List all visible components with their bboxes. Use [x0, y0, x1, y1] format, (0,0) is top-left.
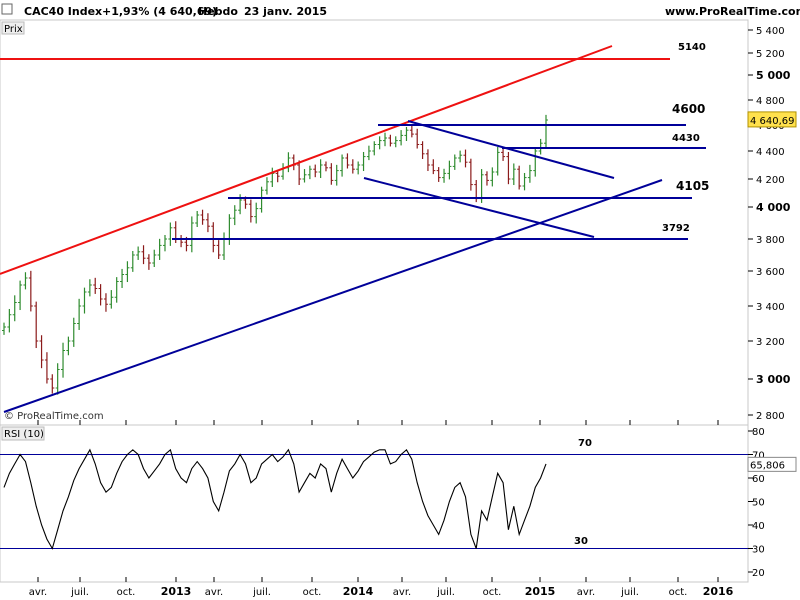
blue-triangle-upper-line: [407, 120, 615, 179]
x-tick-label: 2015: [525, 585, 556, 598]
x-tick-label: oct.: [669, 587, 688, 598]
rsi-y-tick-label: 70: [752, 451, 765, 462]
price-y-tick-label: 3 800: [756, 235, 785, 246]
rsi-y-tick-label: 30: [752, 545, 765, 556]
price-y-tick-label: 3 600: [756, 267, 785, 278]
copyright-text: © ProRealTime.com: [4, 411, 104, 422]
rsi-line: [3, 448, 547, 550]
price-y-tick-label: 3 000: [756, 373, 791, 386]
level-annotation: 4430: [672, 133, 700, 144]
x-tick-label: oct.: [303, 587, 322, 598]
price-y-tick-label: 5 000: [756, 69, 791, 82]
x-tick-label: juil.: [70, 587, 89, 598]
rsi-level-annotation: 70: [578, 438, 592, 449]
level-annotation: 4600: [672, 102, 705, 116]
last-price-tag-bg: [747, 111, 797, 128]
rsi-panel-label-box: [1, 426, 45, 441]
x-tick-label: avr.: [205, 587, 223, 598]
price-y-tick-label: 4 400: [756, 147, 785, 158]
site-url: www.ProRealTime.com: [665, 5, 800, 18]
x-tick-label: 2014: [343, 585, 374, 598]
rsi-y-tick-label: 50: [752, 498, 765, 509]
blue-triangle-lower-line: [363, 177, 595, 238]
level-annotation: 5140: [678, 42, 706, 53]
price-y-tick-label: 4 200: [756, 175, 785, 186]
instrument-name: CAC40 Index: [24, 5, 102, 18]
rsi-layer: [0, 448, 748, 550]
x-tick-label: oct.: [483, 587, 502, 598]
x-axis: avr. juil. oct. 2013 avr. juil. oct. 2014 avr. ju…: [29, 420, 734, 598]
x-tick-label: oct.: [117, 587, 136, 598]
rsi-last-value: 65,806: [750, 460, 785, 471]
window-menu-icon[interactable]: [1, 3, 13, 15]
blue-lower-channel-line: [3, 179, 663, 413]
rsi-panel-label: RSI (10): [4, 429, 44, 440]
price-y-tick-label: 3 400: [756, 302, 785, 313]
x-tick-label: avr.: [577, 587, 595, 598]
rsi-y-tick-label: 40: [752, 521, 765, 532]
rsi-y-tick-label: 80: [752, 427, 765, 438]
price-change: +1,93% (4 640,69): [102, 5, 217, 18]
price-panel-label: Prix: [4, 24, 23, 35]
price-y-tick-label: 4 800: [756, 96, 785, 107]
price-panel-label-box: [1, 21, 25, 35]
last-price-tag: 4 640,69: [750, 116, 795, 127]
rsi-y-axis: 20 30 40 50 60 70 80: [748, 427, 765, 579]
price-bars: [2, 114, 548, 395]
x-tick-label: juil.: [252, 587, 271, 598]
price-y-tick-label: 2 800: [756, 411, 785, 422]
rsi-last-value-bg: [747, 456, 797, 472]
x-tick-label: juil.: [620, 587, 639, 598]
price-y-tick-label: 4 000: [756, 201, 791, 214]
x-tick-label: juil.: [436, 587, 455, 598]
period-label: Hebdo: [198, 5, 238, 18]
rsi-y-tick-label: 20: [752, 568, 765, 579]
rsi-y-tick-label: 60: [752, 474, 765, 485]
level-annotation: 3792: [662, 223, 690, 234]
rsi-panel[interactable]: [0, 424, 749, 583]
level-annotation: 4105: [676, 179, 709, 193]
trend-lines: [0, 45, 706, 413]
price-y-tick-label: 5 200: [756, 49, 785, 60]
red-upper-channel-line: [0, 45, 613, 275]
price-panel[interactable]: [0, 19, 749, 426]
x-tick-label: avr.: [29, 587, 47, 598]
x-tick-label: avr.: [393, 587, 411, 598]
price-y-tick-label: 5 400: [756, 26, 785, 37]
date-label: 23 janv. 2015: [244, 5, 327, 18]
x-tick-label: 2016: [703, 585, 734, 598]
rsi-level-annotation: 30: [574, 536, 588, 547]
price-y-tick-label: 3 200: [756, 337, 785, 348]
x-tick-label: 2013: [161, 585, 192, 598]
price-y-axis: 2 800 3 000 3 200 3 400 3 600 3 800 4 000 4 200…: [748, 26, 791, 422]
annotations: 5140 4600 4430 4105 3792 70 30 4 640,69 65,806: [574, 42, 797, 547]
